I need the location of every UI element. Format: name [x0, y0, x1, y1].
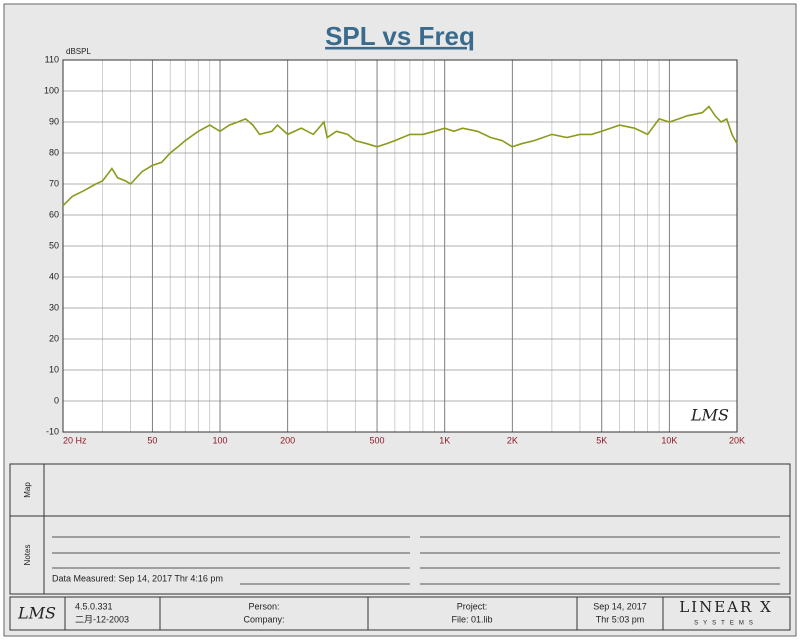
brand-sub: SYSTEMS	[694, 621, 758, 627]
y-tick-label: 30	[49, 302, 59, 312]
y-tick-label: 80	[49, 147, 59, 157]
x-tick-label: 1K	[439, 435, 450, 445]
x-tick-label: 2K	[507, 435, 518, 445]
note-lines	[52, 536, 780, 585]
plot-frame	[62, 59, 738, 433]
file: File: 01.lib	[451, 614, 492, 624]
x-tick-label: 50	[147, 435, 157, 445]
x-tick-label: 10K	[661, 435, 677, 445]
data-measured: Data Measured: Sep 14, 2017 Thr 4:16 pm	[52, 573, 223, 583]
y-tick-label: 10	[49, 364, 59, 374]
date: Sep 14, 2017	[593, 601, 647, 611]
y-tick-label: 110	[45, 54, 59, 64]
time: Thr 5:03 pm	[596, 614, 645, 624]
y-tick-label: 100	[44, 85, 59, 95]
footer	[9, 596, 791, 631]
version-date: 二月-12-2003	[75, 614, 129, 624]
footer-logo: LMS	[17, 604, 56, 623]
x-tick-label: 100	[213, 435, 228, 445]
notes-label: Notes	[23, 545, 32, 566]
version: 4.5.0.331	[75, 601, 113, 611]
x-tick-label: 500	[370, 435, 385, 445]
x-tick-label: 20K	[729, 435, 745, 445]
y-axis-label: dBSPL	[66, 47, 91, 56]
y-tick-label: 0	[54, 395, 59, 405]
y-tick-label: 90	[49, 116, 59, 126]
project: Project:	[457, 601, 488, 611]
company: Company:	[243, 614, 284, 624]
brand: LINEAR X	[679, 598, 773, 616]
y-tick-label: 60	[49, 209, 59, 219]
x-tick-label: 20 Hz	[63, 435, 87, 445]
x-tick-label: 5K	[596, 435, 607, 445]
chart-title: SPL vs Freq	[325, 21, 475, 51]
map-label: Map	[23, 482, 32, 498]
person: Person:	[248, 601, 279, 611]
footer-dividers	[64, 597, 664, 630]
line-series	[62, 105, 738, 207]
y-tick-label: 50	[49, 240, 59, 250]
y-tick-label: 20	[49, 333, 59, 343]
x-tick-label: 200	[280, 435, 295, 445]
y-tick-label: -10	[46, 426, 59, 436]
y-tick-label: 70	[49, 178, 59, 188]
plot-logo: LMS	[690, 406, 729, 425]
notes-panel	[9, 515, 791, 595]
y-tick-label: 40	[49, 271, 59, 281]
